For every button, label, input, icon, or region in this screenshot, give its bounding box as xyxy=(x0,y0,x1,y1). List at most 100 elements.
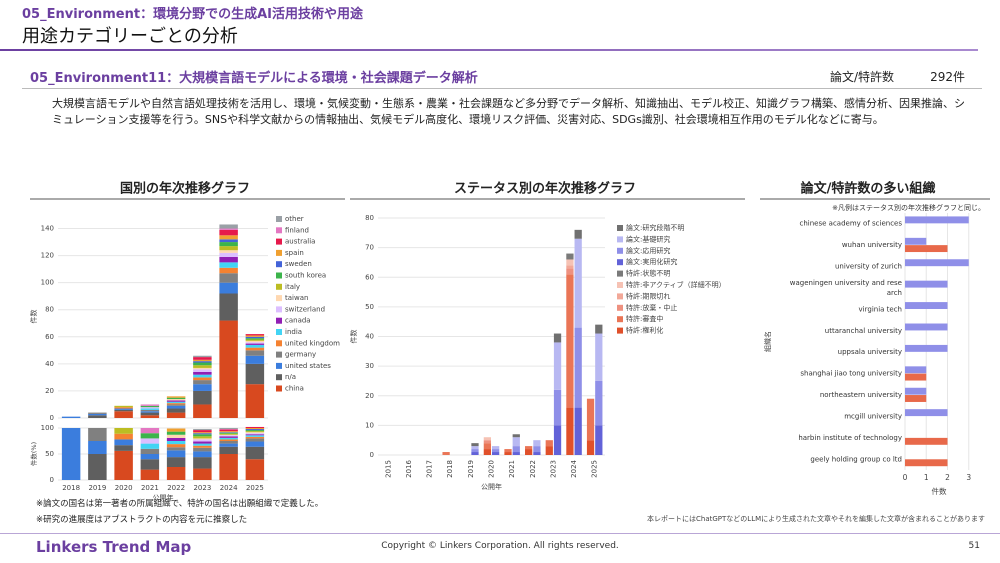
bar-segment xyxy=(504,449,512,453)
bar xyxy=(905,259,969,267)
bar-segment xyxy=(193,451,212,458)
y-tick-label: 20 xyxy=(45,387,54,395)
bar-segment xyxy=(245,459,265,480)
bar-segment xyxy=(219,293,238,321)
bar xyxy=(905,409,948,417)
bar-segment xyxy=(595,425,603,455)
x-axis-title: 件数 xyxy=(932,486,947,496)
bar-segment xyxy=(595,333,603,381)
bar-segment xyxy=(245,335,265,337)
bar-segment xyxy=(586,398,595,441)
bar-segment xyxy=(114,428,133,434)
bar xyxy=(905,237,927,245)
legend-swatch xyxy=(276,374,282,381)
bar-segment xyxy=(193,369,212,372)
y-tick-label: virginia tech xyxy=(859,305,902,313)
note: ※研究の進展度はアブストラクトの内容を元に推察した xyxy=(36,515,248,525)
y-tick-label: uppsala university xyxy=(838,348,902,356)
legend-swatch xyxy=(276,261,282,268)
bar-segment xyxy=(166,467,186,480)
x-tick-label: 1 xyxy=(924,473,929,482)
legend-label: finland xyxy=(285,226,309,234)
bar-segment xyxy=(525,449,533,455)
legend-swatch xyxy=(617,236,623,243)
bar-segment xyxy=(574,327,582,408)
bar-segment xyxy=(61,416,81,418)
bar-segment xyxy=(245,438,265,442)
bar-segment xyxy=(512,452,520,455)
bar-segment xyxy=(553,389,562,426)
bar-segment xyxy=(193,367,212,370)
footer-rule xyxy=(0,533,1000,534)
bar-segment xyxy=(193,365,212,368)
bar-segment xyxy=(471,452,479,455)
legend-swatch xyxy=(276,227,282,234)
bar-segment xyxy=(566,259,574,266)
bar-segment xyxy=(471,446,479,450)
x-tick-label: 2020 xyxy=(488,460,496,478)
bar-segment xyxy=(193,359,212,362)
bar-segment xyxy=(114,407,133,409)
y-tick-label: 80 xyxy=(365,214,374,222)
bar-segment xyxy=(566,407,574,455)
y-axis-title: 組織名 xyxy=(763,331,772,352)
bar-segment xyxy=(219,242,238,247)
bar-segment xyxy=(140,438,160,444)
bar xyxy=(905,280,948,288)
bar-segment xyxy=(219,246,238,251)
legend-swatch xyxy=(276,249,282,256)
x-tick-label: 2019 xyxy=(467,460,475,478)
bar-segment xyxy=(88,454,107,480)
legend-swatch xyxy=(617,259,623,266)
y-tick-label: 50 xyxy=(45,450,54,458)
y-axis-title: 件数 xyxy=(349,330,358,344)
bar-segment xyxy=(193,371,212,375)
bar-segment xyxy=(533,440,541,447)
legend-swatch xyxy=(276,306,282,313)
y-tick-label: chinese academy of sciences xyxy=(800,220,903,228)
bar xyxy=(905,373,927,381)
bar-segment xyxy=(245,434,265,436)
bar-segment xyxy=(491,446,500,450)
y-tick-label: 70 xyxy=(365,244,374,252)
bar-segment xyxy=(140,409,160,412)
legend-swatch xyxy=(276,272,282,279)
legend-label: 論文:研究段階不明 xyxy=(626,223,684,232)
chart-title: 国別の年次推移グラフ xyxy=(120,181,250,197)
bar-segment xyxy=(219,431,238,433)
bar-segment xyxy=(114,439,133,446)
bar-segment xyxy=(245,340,265,343)
count-label: 論文/特許数 xyxy=(830,70,895,84)
legend-label: taiwan xyxy=(285,294,308,302)
footer-brand: Linkers Trend Map xyxy=(36,538,192,556)
y-tick-label: 40 xyxy=(45,360,54,368)
bar-segment xyxy=(193,361,212,363)
bar-segment xyxy=(245,431,265,433)
bar-segment xyxy=(166,408,186,413)
bar-segment xyxy=(193,374,212,378)
bar xyxy=(905,245,948,253)
bar-segment xyxy=(140,415,160,418)
bar-segment xyxy=(166,447,186,451)
bar-segment xyxy=(88,441,107,454)
x-tick-label: 2018 xyxy=(62,484,80,492)
bar-segment xyxy=(166,403,186,405)
x-tick-label: 2020 xyxy=(115,484,133,492)
bar-segment xyxy=(193,441,212,444)
legend-swatch xyxy=(276,295,282,302)
x-tick-label: 2015 xyxy=(384,460,392,478)
legend-label: 特許:非アクティブ（詳細不明） xyxy=(626,280,726,289)
bar-segment xyxy=(140,405,160,408)
header-rule xyxy=(0,49,978,51)
bar-segment xyxy=(166,412,186,418)
y-tick-label: 100 xyxy=(41,424,54,432)
legend-label: 特許:状態不明 xyxy=(626,269,670,278)
legend-label: 特許:期限切れ xyxy=(626,291,670,300)
bar-segment xyxy=(219,433,238,435)
bar-segment xyxy=(545,446,553,455)
bar-segment xyxy=(219,428,238,430)
bar-segment xyxy=(193,384,212,391)
bar-segment xyxy=(166,401,186,404)
bar-segment xyxy=(114,409,133,412)
y-tick-label: wuhan university xyxy=(842,241,902,249)
